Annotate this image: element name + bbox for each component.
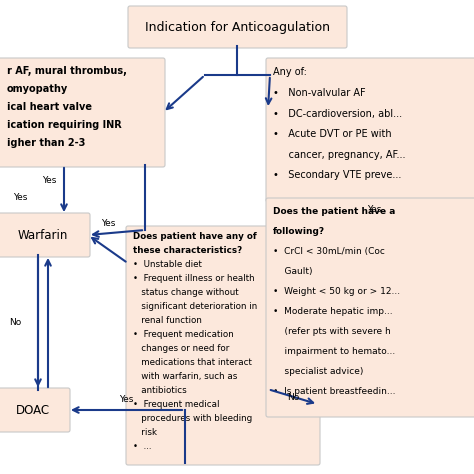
Text: cancer, pregnancy, AF...: cancer, pregnancy, AF... (273, 150, 405, 160)
Text: Warfarin: Warfarin (18, 228, 68, 241)
Text: •  Frequent medication: • Frequent medication (133, 330, 234, 339)
Text: with warfarin, such as: with warfarin, such as (133, 372, 237, 381)
Text: •  ...: • ... (133, 442, 152, 451)
Text: •   Acute DVT or PE with: • Acute DVT or PE with (273, 129, 392, 139)
Text: •   DC-cardioversion, abl...: • DC-cardioversion, abl... (273, 109, 402, 118)
Text: these characteristics?: these characteristics? (133, 246, 242, 255)
Text: Any of:: Any of: (273, 67, 307, 77)
Text: •  Is patient breastfeedin...: • Is patient breastfeedin... (273, 387, 395, 396)
Text: •  Weight < 50 kg or > 12...: • Weight < 50 kg or > 12... (273, 287, 400, 296)
Text: procedures with bleeding: procedures with bleeding (133, 414, 252, 423)
FancyBboxPatch shape (0, 388, 70, 432)
Text: changes or need for: changes or need for (133, 344, 229, 353)
Text: Yes: Yes (367, 205, 382, 214)
Text: •  Unstable diet: • Unstable diet (133, 260, 202, 269)
Text: risk: risk (133, 428, 157, 437)
Text: Does the patient have a: Does the patient have a (273, 208, 395, 217)
FancyBboxPatch shape (0, 213, 90, 257)
Text: impairment to hemato...: impairment to hemato... (273, 347, 395, 356)
Text: •  Moderate hepatic imp...: • Moderate hepatic imp... (273, 307, 392, 316)
Text: Yes: Yes (119, 395, 134, 404)
Text: No: No (287, 393, 299, 402)
Text: DOAC: DOAC (16, 403, 50, 417)
Text: Indication for Anticoagulation: Indication for Anticoagulation (145, 20, 330, 34)
Text: significant deterioration in: significant deterioration in (133, 302, 257, 311)
Text: Yes: Yes (13, 192, 27, 201)
Text: (refer pts with severe h: (refer pts with severe h (273, 327, 391, 336)
Text: •   Secondary VTE preve...: • Secondary VTE preve... (273, 170, 401, 180)
Text: following?: following? (273, 228, 325, 237)
Text: status change without: status change without (133, 288, 238, 297)
Text: ical heart valve: ical heart valve (7, 102, 92, 112)
Text: •  Frequent medical: • Frequent medical (133, 400, 219, 409)
Text: •   Non-valvular AF: • Non-valvular AF (273, 88, 365, 98)
Text: medications that interact: medications that interact (133, 358, 252, 367)
Text: omyopathy: omyopathy (7, 84, 68, 94)
FancyBboxPatch shape (126, 226, 320, 465)
FancyBboxPatch shape (266, 58, 474, 202)
Text: r AF, mural thrombus,: r AF, mural thrombus, (7, 66, 127, 76)
Text: antibiotics: antibiotics (133, 386, 187, 395)
Text: Gault): Gault) (273, 267, 312, 276)
FancyBboxPatch shape (266, 198, 474, 417)
Text: •  Frequent illness or health: • Frequent illness or health (133, 274, 255, 283)
Text: ication requiring INR: ication requiring INR (7, 120, 122, 130)
Text: •  CrCl < 30mL/min (Coc: • CrCl < 30mL/min (Coc (273, 247, 385, 256)
Text: Yes: Yes (42, 176, 56, 185)
Text: Does patient have any of: Does patient have any of (133, 232, 257, 241)
Text: Yes: Yes (101, 219, 115, 228)
FancyBboxPatch shape (0, 58, 165, 167)
Text: No: No (9, 318, 21, 327)
Text: specialist advice): specialist advice) (273, 367, 364, 376)
Text: igher than 2-3: igher than 2-3 (7, 138, 85, 148)
Text: renal function: renal function (133, 316, 202, 325)
FancyBboxPatch shape (128, 6, 347, 48)
